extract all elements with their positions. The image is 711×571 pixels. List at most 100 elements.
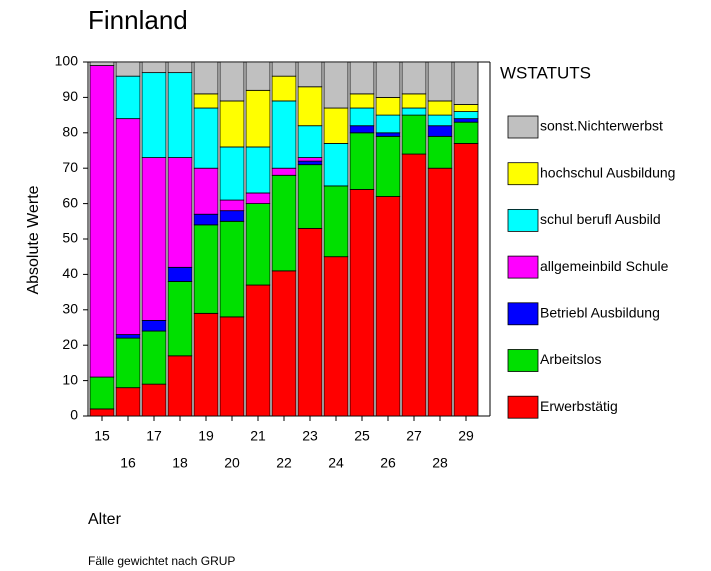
x-tick-label: 18 bbox=[172, 455, 188, 471]
y-tick-label: 20 bbox=[62, 336, 78, 352]
y-tick-label: 60 bbox=[62, 194, 78, 210]
x-tick-label: 28 bbox=[432, 455, 448, 471]
bar-segment bbox=[219, 61, 245, 102]
bar-segment bbox=[167, 72, 193, 158]
x-tick-label: 19 bbox=[198, 428, 214, 444]
bar-segment bbox=[453, 143, 479, 417]
bar-segment bbox=[401, 153, 427, 417]
x-tick-label: 22 bbox=[276, 455, 292, 471]
bar-segment bbox=[89, 61, 115, 66]
legend-label: sonst.Nichterwerbst bbox=[540, 118, 663, 134]
footnote: Fälle gewichtet nach GRUP bbox=[88, 554, 235, 568]
bar-segment bbox=[271, 270, 297, 417]
bar-segment bbox=[193, 167, 219, 215]
bar-segment bbox=[89, 408, 115, 417]
bar-segment bbox=[401, 114, 427, 155]
bar-segment bbox=[401, 61, 427, 95]
bar-segment bbox=[401, 93, 427, 109]
bar-segment bbox=[297, 86, 323, 127]
bar-segment bbox=[219, 100, 245, 148]
bar-segment bbox=[427, 167, 453, 417]
x-tick-label: 29 bbox=[458, 428, 474, 444]
bar-segment bbox=[115, 75, 141, 120]
bar-segment bbox=[193, 93, 219, 109]
bar-segment bbox=[271, 100, 297, 169]
chart-title: Finnland bbox=[88, 5, 188, 35]
bar-segment bbox=[141, 383, 167, 417]
bar-segment bbox=[427, 114, 453, 127]
legend-swatch bbox=[507, 115, 539, 139]
legend-label: Arbeitslos bbox=[540, 351, 601, 367]
legend-label: allgemeinbild Schule bbox=[540, 258, 669, 274]
x-axis-label: Alter bbox=[88, 511, 122, 528]
bar-segment bbox=[115, 387, 141, 417]
bar-segment bbox=[245, 89, 271, 148]
bar-segment bbox=[297, 61, 323, 88]
bar-segment bbox=[167, 281, 193, 357]
y-tick-label: 90 bbox=[62, 88, 78, 104]
legend-swatch bbox=[507, 162, 539, 186]
bar-segment bbox=[141, 72, 167, 158]
bar-segment bbox=[271, 167, 297, 176]
bar-segment bbox=[375, 196, 401, 417]
bar-segment bbox=[427, 135, 453, 169]
bar-segment bbox=[349, 61, 375, 95]
x-tick-label: 26 bbox=[380, 455, 396, 471]
bar-segment bbox=[427, 100, 453, 116]
bar-segment bbox=[167, 266, 193, 282]
bar-segment bbox=[219, 210, 245, 222]
bar-segment bbox=[219, 220, 245, 318]
bar-segment bbox=[375, 97, 401, 116]
bar-segment bbox=[245, 284, 271, 417]
bar-segment bbox=[167, 355, 193, 417]
legend-title: WSTATUTS bbox=[500, 63, 591, 82]
x-tick-label: 23 bbox=[302, 428, 318, 444]
bar-segment bbox=[115, 118, 141, 335]
legend-swatch bbox=[507, 302, 539, 326]
y-tick-label: 0 bbox=[70, 407, 78, 423]
x-tick-label: 15 bbox=[94, 428, 110, 444]
x-tick-label: 17 bbox=[146, 428, 162, 444]
y-tick-label: 70 bbox=[62, 159, 78, 175]
bar-segment bbox=[453, 118, 479, 123]
bar-segment bbox=[453, 111, 479, 120]
bar-segment bbox=[297, 157, 323, 162]
bar-segment bbox=[141, 157, 167, 321]
bar-segment bbox=[349, 189, 375, 417]
bar-segment bbox=[219, 199, 245, 212]
bar-segment bbox=[375, 132, 401, 137]
y-tick-label: 80 bbox=[62, 124, 78, 140]
bar-segment bbox=[297, 160, 323, 166]
bar-segment bbox=[453, 104, 479, 112]
bar-segment bbox=[323, 107, 349, 144]
legend-label: Erwerbstätig bbox=[540, 398, 618, 414]
bar-segment bbox=[193, 312, 219, 417]
bar-segment bbox=[427, 125, 453, 137]
bar-segment bbox=[297, 164, 323, 229]
y-tick-label: 30 bbox=[62, 301, 78, 317]
bar-segment bbox=[427, 61, 453, 102]
bar-segment bbox=[323, 61, 349, 109]
bar-segment bbox=[245, 146, 271, 194]
y-tick-label: 10 bbox=[62, 371, 78, 387]
bar-segment bbox=[193, 224, 219, 314]
bar-segment bbox=[297, 227, 323, 417]
bar-segment bbox=[141, 320, 167, 332]
bar-segment bbox=[375, 114, 401, 134]
bar-segment bbox=[167, 157, 193, 268]
x-tick-label: 21 bbox=[250, 428, 266, 444]
bar-segment bbox=[349, 107, 375, 127]
bar-segment bbox=[375, 61, 401, 98]
bar-segment bbox=[245, 203, 271, 286]
legend-label: schul berufl Ausbild bbox=[540, 211, 661, 227]
bar-segment bbox=[115, 334, 141, 339]
bar-segment bbox=[115, 337, 141, 389]
bar-segment bbox=[453, 61, 479, 105]
y-tick-label: 100 bbox=[55, 53, 79, 69]
bar-segment bbox=[323, 185, 349, 258]
x-tick-label: 25 bbox=[354, 428, 370, 444]
bar-segment bbox=[89, 65, 115, 378]
y-axis-label: Absolute Werte bbox=[25, 185, 42, 294]
bar-segment bbox=[193, 61, 219, 95]
bar-segment bbox=[141, 330, 167, 385]
